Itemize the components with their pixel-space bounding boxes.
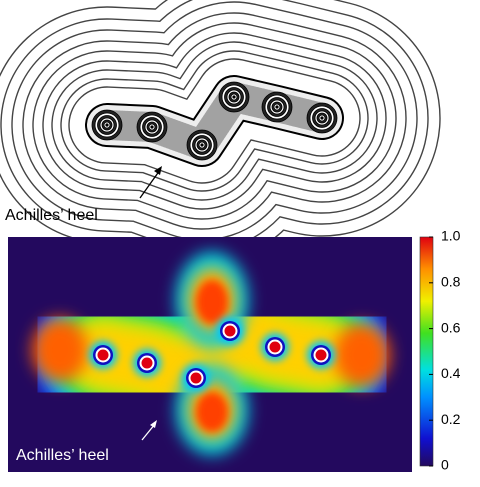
atom-core bbox=[269, 341, 281, 353]
heatmap bbox=[8, 237, 412, 472]
arrow bbox=[139, 169, 161, 199]
atom-core bbox=[224, 325, 236, 337]
arrowhead bbox=[154, 166, 162, 175]
atom-core bbox=[320, 116, 324, 120]
atom-core bbox=[200, 143, 204, 147]
atom-core bbox=[315, 349, 327, 361]
density-lobe bbox=[334, 323, 390, 387]
colorbar-tick-label: 0 bbox=[441, 457, 449, 473]
atom-core bbox=[190, 372, 202, 384]
atom-core bbox=[150, 125, 154, 129]
atom-core bbox=[97, 349, 109, 361]
atom-core bbox=[232, 95, 236, 99]
density-lobe bbox=[196, 392, 228, 432]
atom-core bbox=[141, 357, 153, 369]
colorbar-tick-label: 0.8 bbox=[441, 274, 461, 290]
colorbar-tick-label: 0.6 bbox=[441, 319, 461, 335]
contour-plot bbox=[0, 0, 441, 264]
colorbar-tick-label: 0.4 bbox=[441, 365, 461, 381]
annotation: Achilles’ heel bbox=[16, 447, 109, 464]
density-lobe bbox=[196, 280, 228, 324]
colorbar-tick-label: 1.0 bbox=[441, 228, 461, 244]
annotation: Achilles’ heel bbox=[5, 207, 98, 224]
atom-core bbox=[105, 123, 109, 127]
density-lobe bbox=[32, 318, 88, 382]
arrowhead bbox=[150, 420, 157, 428]
atom-core bbox=[275, 105, 279, 109]
colorbar-tick-label: 0.2 bbox=[441, 411, 461, 427]
colorbar bbox=[419, 236, 434, 467]
